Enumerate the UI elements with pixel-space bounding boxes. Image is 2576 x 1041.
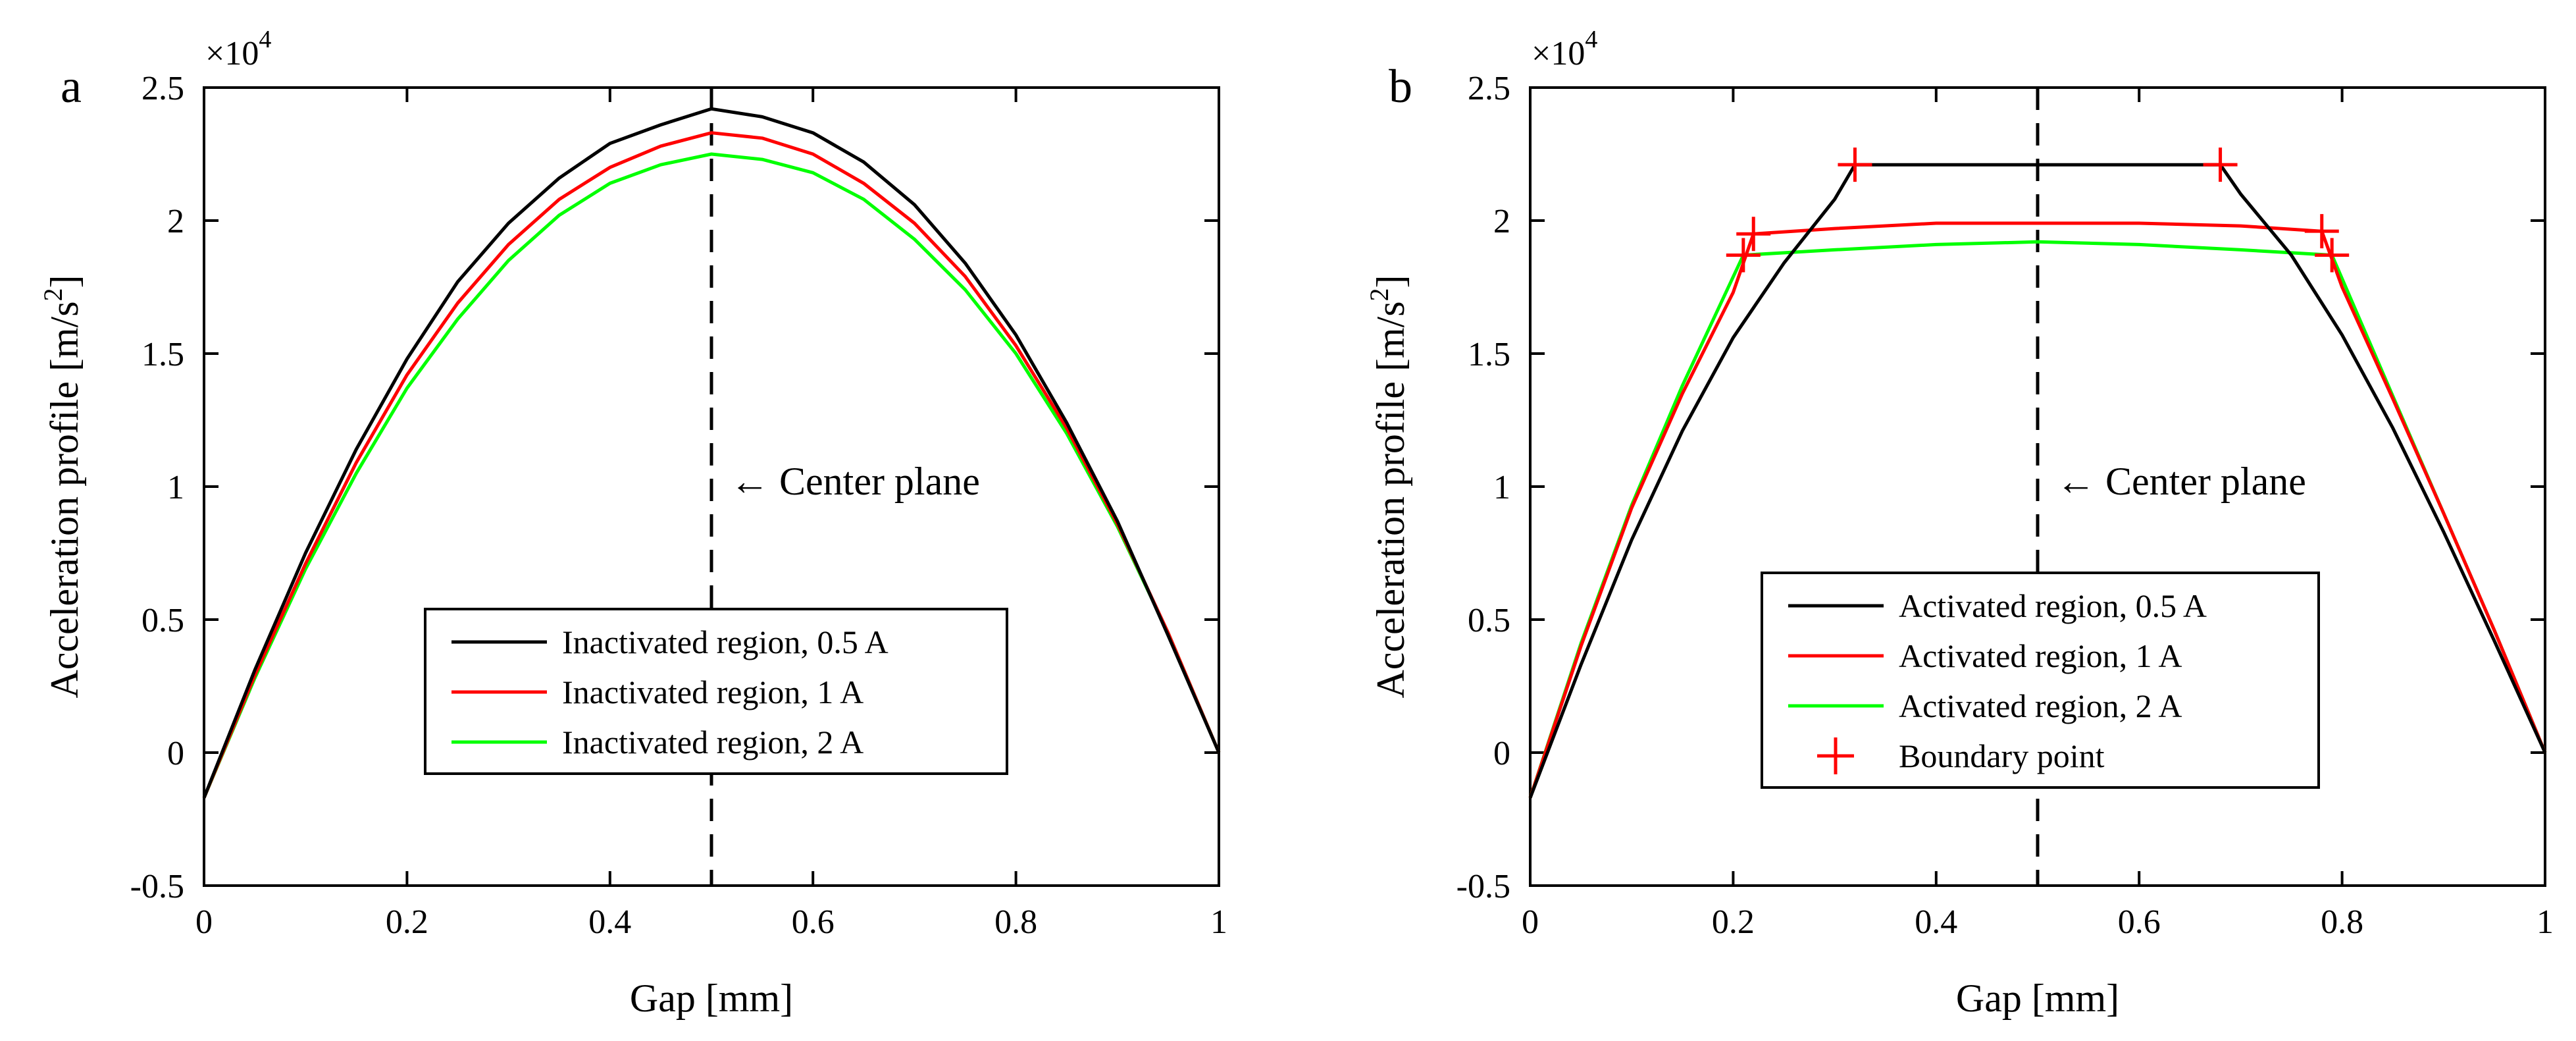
boundary-point-marker	[1736, 217, 1771, 252]
legend-label: Inactivated region, 0.5 A	[562, 624, 889, 660]
x-tick-label: 0.4	[1915, 903, 1957, 941]
x-tick-label: 0.6	[792, 903, 835, 941]
y-multiplier: ×104	[1532, 26, 1597, 72]
boundary-point-marker	[2203, 147, 2238, 182]
x-tick-label: 0	[1522, 903, 1539, 941]
boundary-point-marker	[1726, 238, 1761, 273]
x-tick-label: 0.8	[2321, 903, 2363, 941]
y-axis-label: Acceleration profile [m/s2]	[38, 275, 86, 698]
center-plane-annotation: ← Center plane	[2056, 460, 2306, 503]
y-tick-label: 0	[167, 735, 184, 772]
panel-letter: a	[61, 60, 82, 113]
x-tick-label: 0.4	[588, 903, 631, 941]
panel-letter: b	[1389, 60, 1412, 113]
legend-label: Activated region, 2 A	[1899, 687, 2182, 724]
legend-box	[1761, 572, 2320, 789]
y-tick-label: 2.5	[1468, 70, 1510, 107]
y-multiplier: ×104	[205, 26, 271, 72]
legend: Inactivated region, 0.5 A Inactivated reg…	[424, 608, 1008, 775]
legend-label: Activated region, 1 A	[1899, 637, 2182, 674]
x-tick-label: 0.8	[994, 903, 1037, 941]
x-tick-label: 1	[2537, 903, 2554, 941]
y-tick-label: 1	[1493, 469, 1510, 506]
series-line-green	[202, 152, 1221, 799]
x-tick-label: 0.6	[2118, 903, 2161, 941]
y-tick-label: 2.5	[142, 70, 184, 107]
x-tick-label: 1	[1210, 903, 1227, 941]
boundary-point-marker	[1838, 147, 1872, 182]
boundary-point-marker	[2315, 238, 2350, 273]
series-line-black	[202, 107, 1221, 799]
y-tick-label: 1.5	[1468, 336, 1510, 373]
legend-label: Boundary point	[1899, 737, 2105, 774]
series-line-black	[1528, 163, 2547, 799]
legend-label: Inactivated region, 1 A	[562, 674, 863, 710]
x-axis-label: Gap [mm]	[630, 976, 793, 1020]
series-line-red	[202, 131, 1221, 799]
panel-b: 0 0.2 0.4 0.6 0.8 1 -0.5 0 0.5 1 1.5 2 2.5 ×104 b Gap […	[1364, 26, 2554, 1020]
x-tick-label: 0	[195, 903, 213, 941]
boundary-point-marker	[2304, 214, 2339, 249]
x-axis-label: Gap [mm]	[1956, 976, 2119, 1020]
y-tick-label: 1.5	[142, 336, 184, 373]
y-axis-label: Acceleration profile [m/s2]	[1364, 275, 1412, 698]
legend-label: Inactivated region, 2 A	[562, 724, 863, 761]
y-tick-label: -0.5	[130, 868, 184, 905]
y-tick-label: 1	[167, 469, 184, 506]
center-plane-annotation: ← Center plane	[730, 460, 980, 503]
y-tick-label: 0	[1493, 735, 1510, 772]
y-tick-label: 2	[1493, 203, 1510, 240]
legend-label: Activated region, 0.5 A	[1899, 587, 2207, 624]
panel-a: 0 0.2 0.4 0.6 0.8 1 -0.5 0 0.5 1 1.5 2 2.5 ×104 a Gap […	[38, 26, 1227, 1020]
y-tick-label: -0.5	[1456, 868, 1510, 905]
y-tick-label: 2	[167, 203, 184, 240]
legend: Activated region, 0.5 A Activated region,…	[1761, 572, 2320, 789]
series-line-red	[1528, 221, 2547, 799]
y-tick-label: 0.5	[1468, 602, 1510, 639]
y-tick-label: 0.5	[142, 602, 184, 639]
x-tick-label: 0.2	[386, 903, 428, 941]
x-tick-label: 0.2	[1712, 903, 1755, 941]
